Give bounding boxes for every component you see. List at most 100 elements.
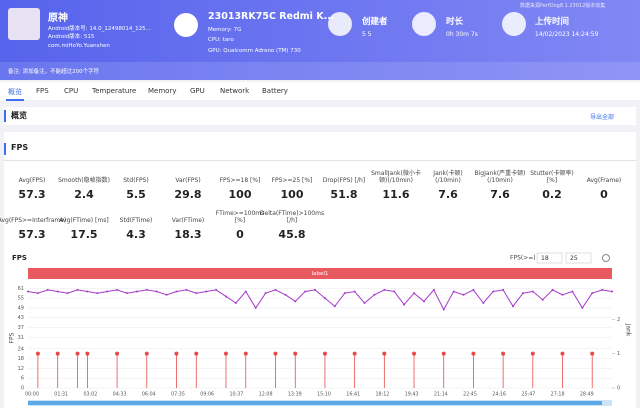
y-tick-label: 6 xyxy=(21,376,24,382)
jank-marker xyxy=(174,351,179,356)
y-axis-label: FPS xyxy=(9,332,16,343)
fps-point xyxy=(244,290,247,293)
fps-point xyxy=(165,293,168,296)
export-button[interactable]: 导出全部 xyxy=(590,114,615,121)
tab[interactable]: Temperature xyxy=(92,87,137,95)
stat-value: 0.2 xyxy=(542,188,562,201)
fps-point xyxy=(611,290,613,293)
x-tick-label: 12:08 xyxy=(259,392,273,398)
scrollbar-thumb[interactable] xyxy=(28,401,602,405)
fps-point xyxy=(86,290,89,293)
stat-cell: Smooth(稳帧指数) 2.4 xyxy=(58,168,110,201)
stat-value: 57.3 xyxy=(18,188,46,201)
jank-marker xyxy=(412,351,417,356)
y-tick-label: 18 xyxy=(18,356,24,362)
android-kernel: Android版本: 515 xyxy=(48,34,95,40)
x-tick-label: 15:10 xyxy=(317,392,331,398)
y-tick-label: 49 xyxy=(18,305,24,311)
memory: Memory: 7G xyxy=(208,27,242,33)
device: 23013RK75C Redmi K... xyxy=(208,11,335,22)
tab[interactable]: Battery xyxy=(262,87,288,95)
tab[interactable]: 概览 xyxy=(8,88,22,96)
package: com.miHoYo.Yuanshen xyxy=(48,43,110,49)
stat-value: 45.8 xyxy=(278,228,306,241)
fps-point xyxy=(106,290,109,293)
duration-icon xyxy=(412,12,436,36)
settings-icon[interactable] xyxy=(602,254,610,262)
x-tick-label: 04:33 xyxy=(113,392,127,398)
stat-value: 7.6 xyxy=(490,188,510,201)
fps-point xyxy=(333,305,336,308)
upload-icon xyxy=(502,12,526,36)
fps-point xyxy=(66,292,69,295)
y-tick-label: 12 xyxy=(18,366,24,372)
divider xyxy=(4,160,636,161)
fps-point xyxy=(224,295,227,298)
stat-cell: Avg(FPS) 57.3 xyxy=(6,168,58,201)
fps-point xyxy=(571,290,574,293)
fps-point xyxy=(373,293,376,296)
stat-cell: Stutter(卡顿率) [%] 0.2 xyxy=(526,168,578,201)
accent xyxy=(4,110,6,122)
fps-point xyxy=(76,288,79,291)
tab[interactable]: GPU xyxy=(190,87,205,95)
app-name: 原神 xyxy=(48,13,68,24)
stat-label: Stutter(卡顿率) [%] xyxy=(530,170,574,184)
stat-value: 100 xyxy=(228,188,252,201)
stat-cell: Drop(FPS) [/h] 51.8 xyxy=(318,168,370,201)
fps-point xyxy=(591,292,594,295)
x-tick-label: 28:49 xyxy=(580,392,594,398)
fps-point xyxy=(46,288,49,291)
fps-point xyxy=(472,288,475,291)
jank-marker xyxy=(560,351,565,356)
y2-tick-label: 0 xyxy=(617,386,620,392)
fps-line xyxy=(27,289,613,311)
stat-value: 5.5 xyxy=(126,188,146,201)
stat-value: 100 xyxy=(280,188,304,201)
stat-value: 0 xyxy=(600,188,608,201)
app-icon xyxy=(8,8,40,40)
x-tick-label: 07:35 xyxy=(171,392,185,398)
fps-point xyxy=(393,290,396,293)
y2-axis-label: Jank xyxy=(625,323,632,337)
tab[interactable]: Memory xyxy=(148,87,177,95)
threshold-label: FPS(>=) xyxy=(510,255,536,262)
stat-cell: FPS>=25 [%] 100 xyxy=(266,168,318,201)
tab[interactable]: FPS xyxy=(36,87,49,95)
fps-point xyxy=(343,292,346,295)
jank-marker xyxy=(293,351,298,356)
stat-label: Drop(FPS) [/h] xyxy=(322,177,366,184)
fps-point xyxy=(96,292,99,295)
threshold-input[interactable] xyxy=(536,252,563,264)
fps-point xyxy=(314,288,317,291)
fps-point xyxy=(205,290,208,293)
fps-point xyxy=(304,290,307,293)
stat-cell: Avg(FPS>=Interframe) 57.3 xyxy=(0,208,66,241)
jank-marker xyxy=(352,351,357,356)
x-tick-label: 06:04 xyxy=(142,392,156,398)
fps-point xyxy=(116,288,119,291)
fps-point xyxy=(442,308,445,311)
stat-label: FPS>=25 [%] xyxy=(271,177,313,184)
cpu: CPU: taro xyxy=(208,37,234,43)
fps-point xyxy=(56,290,59,293)
tab[interactable]: Network xyxy=(220,87,250,95)
x-tick-label: 00:00 xyxy=(25,392,39,398)
threshold-input[interactable] xyxy=(565,252,592,264)
fps-point xyxy=(254,306,257,309)
fps-point xyxy=(195,292,198,295)
fps-point xyxy=(413,292,416,295)
x-tick-label: 09:06 xyxy=(200,392,214,398)
creator-label: 创建者 xyxy=(362,17,388,27)
fps-point xyxy=(551,288,554,291)
tab[interactable]: CPU xyxy=(64,87,79,95)
overview-title: 概览 xyxy=(11,111,27,120)
x-tick-label: 13:39 xyxy=(288,392,302,398)
fps-point xyxy=(422,300,425,303)
stat-cell: Avg(Frame) 0 xyxy=(578,168,630,201)
stat-cell: Jank(卡顿)(/10min) 7.6 xyxy=(422,168,474,201)
stat-value: 7.6 xyxy=(438,188,458,201)
fps-point xyxy=(284,293,287,296)
jank-marker xyxy=(75,351,80,356)
